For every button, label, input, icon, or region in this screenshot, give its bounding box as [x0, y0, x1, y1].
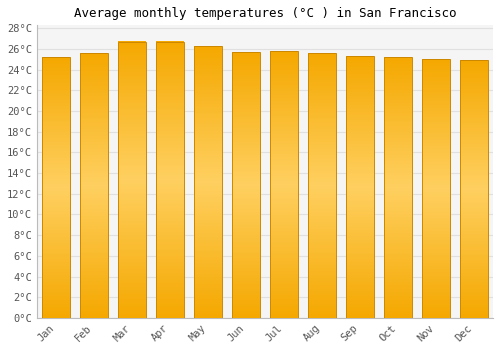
Bar — [384, 57, 411, 318]
Bar — [308, 53, 336, 318]
Bar — [118, 42, 146, 318]
Bar — [80, 53, 108, 318]
Bar — [346, 56, 374, 318]
Bar — [270, 51, 297, 318]
Title: Average monthly temperatures (°C ) in San Francisco: Average monthly temperatures (°C ) in Sa… — [74, 7, 456, 20]
Bar — [460, 61, 487, 318]
Bar — [194, 46, 222, 318]
Bar — [42, 57, 70, 318]
Bar — [232, 52, 260, 318]
Bar — [156, 42, 184, 318]
Bar — [422, 60, 450, 318]
